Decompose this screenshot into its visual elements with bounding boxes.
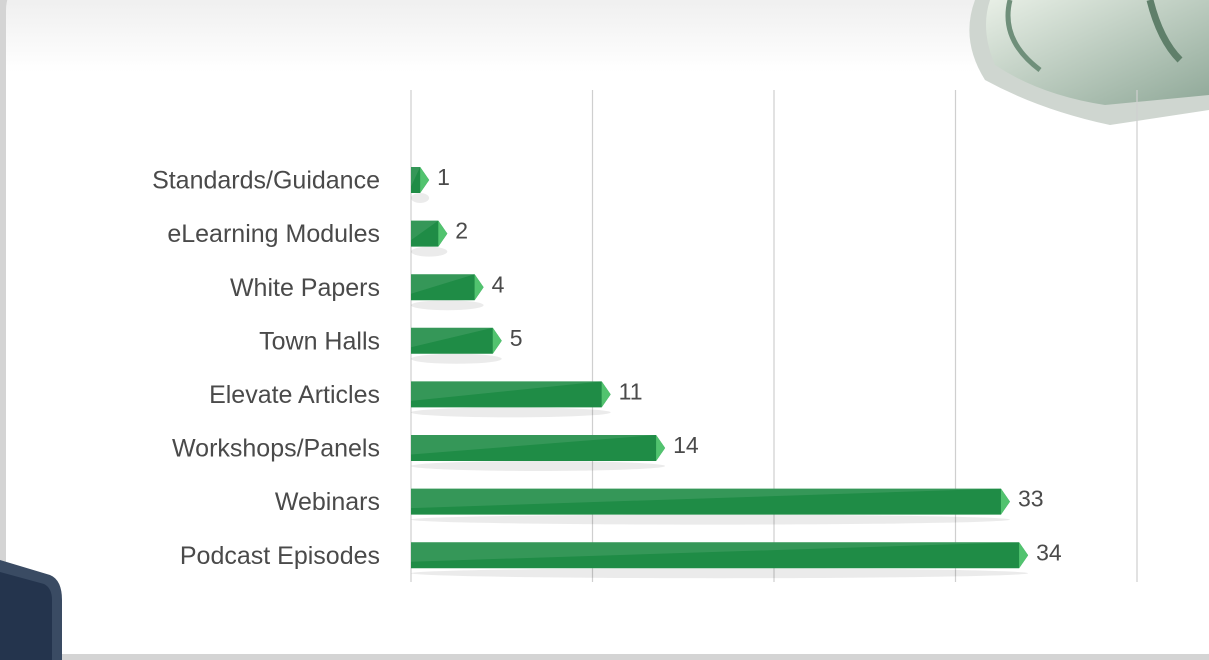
- value-label: 4: [492, 271, 505, 297]
- category-label: Podcast Episodes: [180, 542, 380, 570]
- bar-shadow: [411, 300, 484, 310]
- category-label: Elevate Articles: [209, 381, 380, 409]
- page: {"chart_data": {"type": "bar", "orientat…: [0, 0, 1209, 660]
- bar-shadow: [411, 193, 429, 203]
- category-label: Workshops/Panels: [172, 435, 380, 463]
- value-label: 33: [1018, 486, 1044, 512]
- category-label: White Papers: [230, 274, 380, 302]
- category-label: Standards/Guidance: [152, 167, 380, 195]
- value-label: 5: [510, 325, 523, 351]
- value-label: 34: [1036, 539, 1062, 565]
- value-label: 14: [673, 432, 699, 458]
- value-label: 2: [455, 218, 468, 244]
- bar-shadow: [411, 568, 1028, 578]
- bar-shadow: [411, 515, 1010, 525]
- category-label: Town Halls: [259, 327, 380, 355]
- bar-shadow: [411, 407, 611, 417]
- value-label: 11: [619, 378, 643, 404]
- category-label: Webinars: [275, 488, 380, 516]
- bar-shadow: [411, 247, 447, 257]
- category-label: eLearning Modules: [167, 220, 380, 248]
- value-label: 1: [437, 164, 450, 190]
- bar-shadow: [411, 461, 665, 471]
- chart: Standards/Guidance 1 eLearning Modules 2 Whi…: [0, 0, 1209, 660]
- bar-shadow: [411, 354, 502, 364]
